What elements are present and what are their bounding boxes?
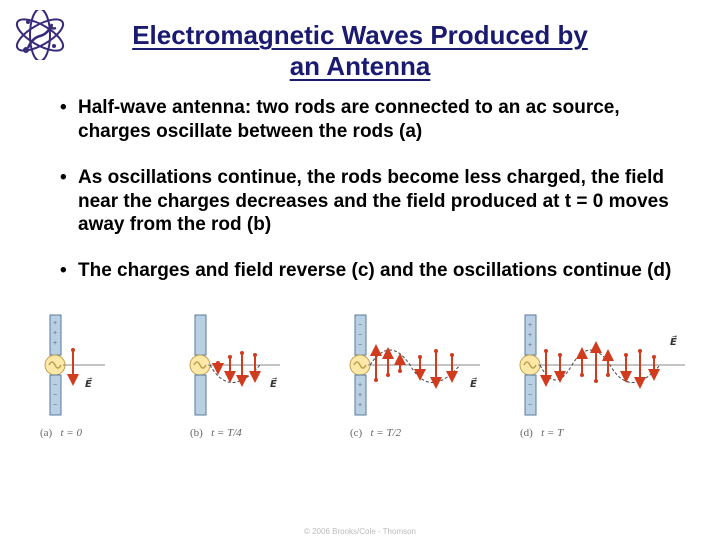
bullet-item: • As oscillations continue, the rods bec…	[60, 166, 680, 237]
svg-text:E⃗: E⃗	[270, 377, 277, 390]
svg-text:−: −	[358, 322, 362, 329]
diagram-row: + + + − − − E⃗ (a) t = 0	[0, 305, 720, 439]
panel-time: t = T	[541, 427, 563, 439]
diagram-panel-d: + + + − − −	[510, 305, 690, 439]
svg-text:−: −	[528, 402, 532, 409]
panel-caption: (d) t = T	[510, 427, 690, 439]
svg-text:−: −	[358, 342, 362, 349]
svg-text:−: −	[53, 382, 57, 389]
panel-label: (d)	[520, 427, 533, 439]
svg-text:−: −	[358, 332, 362, 339]
bullet-dot-icon: •	[60, 259, 78, 283]
bullet-item: • The charges and field reverse (c) and …	[60, 259, 680, 283]
panel-time: t = T/2	[370, 427, 401, 439]
svg-text:E⃗: E⃗	[670, 335, 677, 348]
svg-text:E⃗: E⃗	[85, 377, 92, 390]
svg-text:+: +	[528, 322, 532, 329]
svg-text:+: +	[53, 340, 57, 347]
svg-text:+: +	[53, 320, 57, 327]
copyright-text: © 2006 Brooks/Cole - Thomson	[0, 527, 720, 536]
svg-text:+: +	[528, 342, 532, 349]
bullet-dot-icon: •	[60, 166, 78, 190]
svg-text:−: −	[53, 392, 57, 399]
panel-caption: (a) t = 0	[30, 427, 160, 439]
panel-label: (a)	[40, 427, 52, 439]
bullet-text: The charges and field reverse (c) and th…	[78, 259, 680, 283]
diagram-panel-b: E⃗ (b) t = T/4	[180, 305, 320, 439]
diagram-panel-c: − − − + + + E⃗	[340, 305, 490, 439]
title-line-2: an Antenna	[290, 51, 431, 81]
svg-text:E⃗: E⃗	[470, 377, 477, 390]
panel-caption: (b) t = T/4	[180, 427, 320, 439]
bullet-list: • Half-wave antenna: two rods are connec…	[0, 86, 720, 283]
svg-text:−: −	[53, 402, 57, 409]
logo-icon	[10, 10, 70, 60]
svg-text:+: +	[358, 382, 362, 389]
page-title: Electromagnetic Waves Produced by an Ant…	[0, 0, 720, 86]
title-line-1: Electromagnetic Waves Produced by	[132, 20, 588, 50]
svg-text:−: −	[528, 382, 532, 389]
diagram-panel-a: + + + − − − E⃗ (a) t = 0	[30, 305, 160, 439]
svg-text:−: −	[528, 392, 532, 399]
bullet-item: • Half-wave antenna: two rods are connec…	[60, 96, 680, 144]
svg-text:+: +	[53, 330, 57, 337]
panel-time: t = T/4	[211, 427, 242, 439]
bullet-text: Half-wave antenna: two rods are connecte…	[78, 96, 680, 144]
svg-text:+: +	[358, 392, 362, 399]
panel-label: (b)	[190, 427, 203, 439]
panel-label: (c)	[350, 427, 362, 439]
svg-text:+: +	[358, 402, 362, 409]
panel-time: t = 0	[60, 427, 81, 439]
bullet-dot-icon: •	[60, 96, 78, 120]
svg-text:+: +	[528, 332, 532, 339]
panel-caption: (c) t = T/2	[340, 427, 490, 439]
bullet-text: As oscillations continue, the rods becom…	[78, 166, 680, 237]
